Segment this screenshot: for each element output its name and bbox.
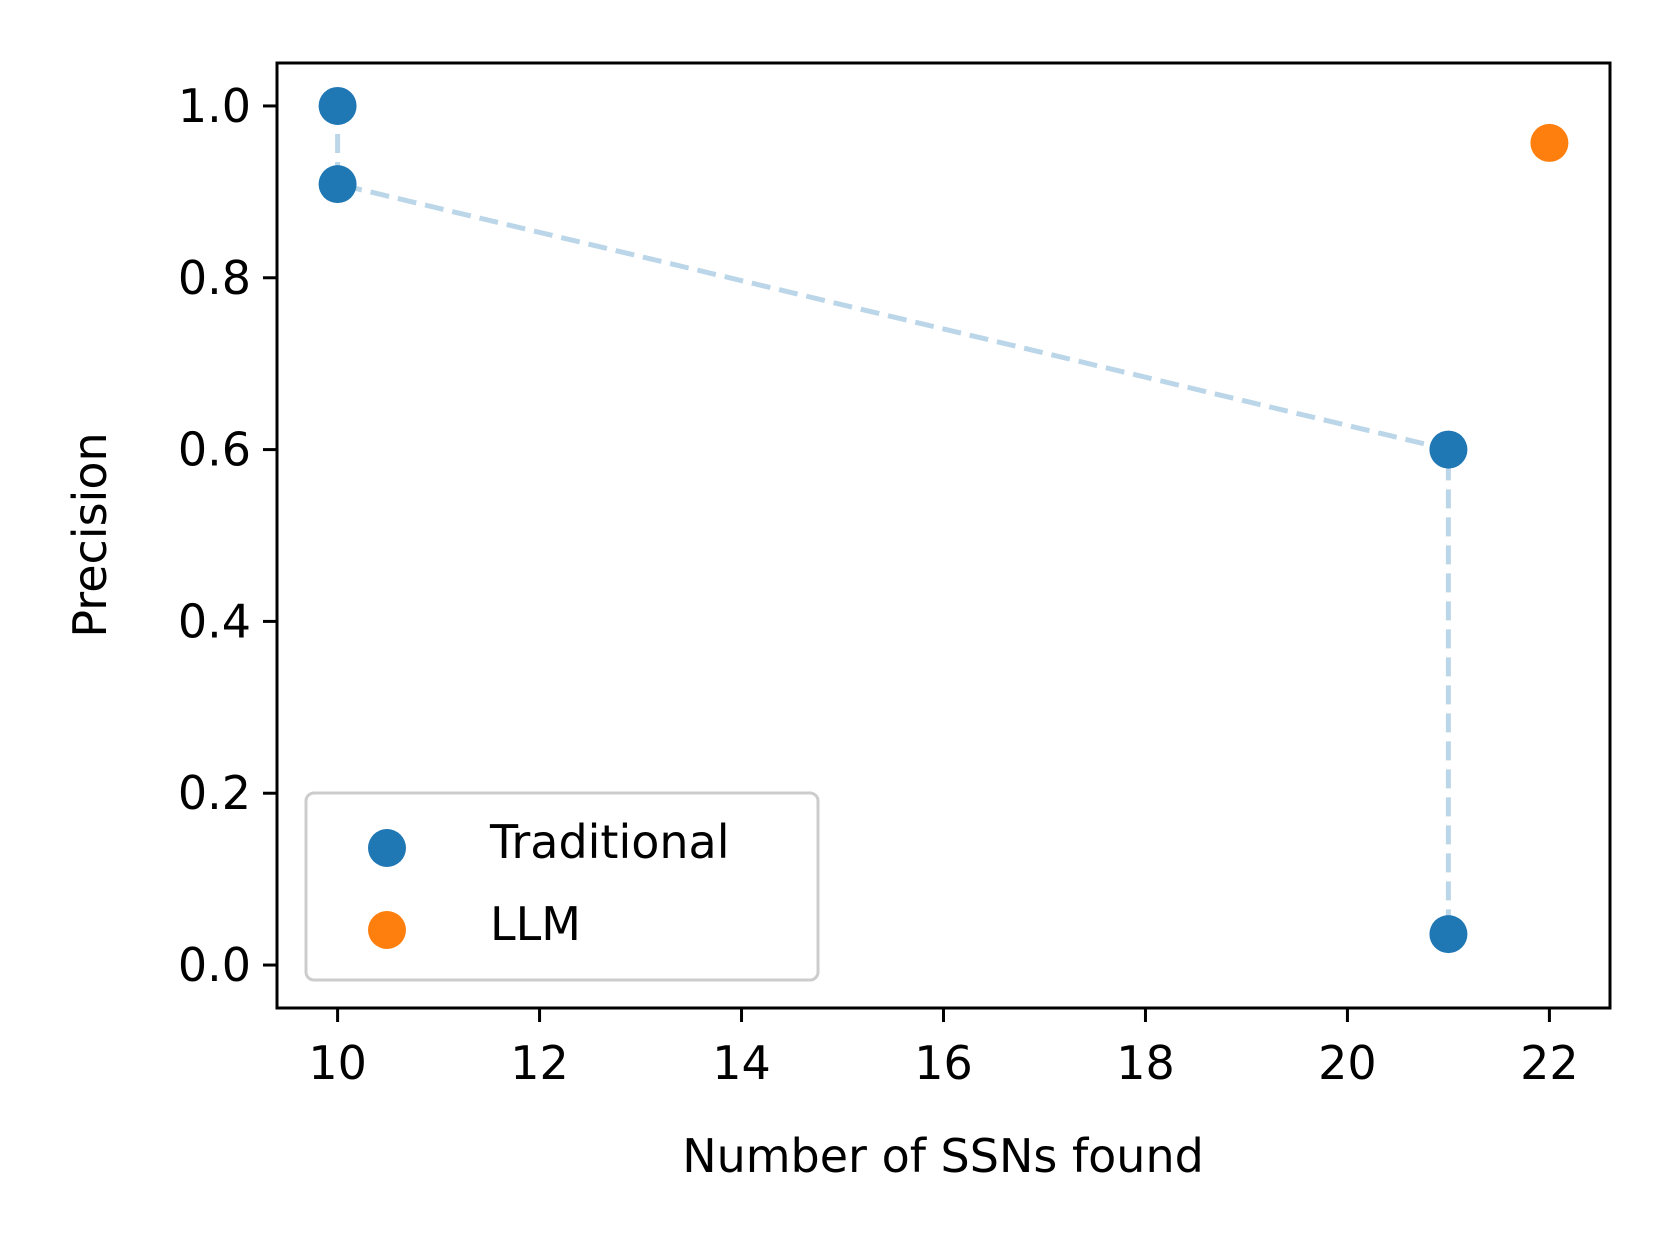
y-tick-label: 0.4 [178,594,251,648]
y-tick-label: 0.0 [178,938,251,992]
x-tick-label: 22 [1520,1036,1579,1090]
x-axis-label: Number of SSNs found [682,1129,1204,1183]
data-point-traditional [1429,430,1468,469]
x-tick-label: 10 [308,1036,367,1090]
legend-box [304,791,820,982]
data-point-traditional [318,165,357,204]
x-tick-label: 20 [1318,1036,1377,1090]
x-tick-label: 14 [712,1036,771,1090]
y-tick-label: 0.2 [178,766,251,820]
points-layer [318,86,1569,954]
data-point-traditional [1429,915,1468,954]
legend-marker-llm [368,911,406,949]
x-tick-label: 16 [914,1036,973,1090]
y-tick-label: 0.8 [178,251,251,305]
legend-label-traditional: Traditional [489,815,730,869]
data-point-traditional [318,86,357,125]
x-tick-label: 12 [510,1036,569,1090]
traditional-connector-line [335,106,1451,935]
y-tick-label: 0.6 [178,423,251,477]
x-axis-ticks: 10 12 14 16 18 20 22 [308,1008,1579,1090]
y-tick-label: 1.0 [178,79,251,133]
x-tick-label: 18 [1116,1036,1175,1090]
legend: Traditional LLM [304,791,820,982]
y-axis-ticks: 0.0 0.2 0.4 0.6 0.8 1.0 [178,79,277,992]
data-point-llm [1530,123,1569,162]
legend-label-llm: LLM [490,897,581,951]
legend-marker-traditional [368,829,406,867]
y-axis-label: Precision [63,432,117,637]
connector-layer [335,106,1451,935]
